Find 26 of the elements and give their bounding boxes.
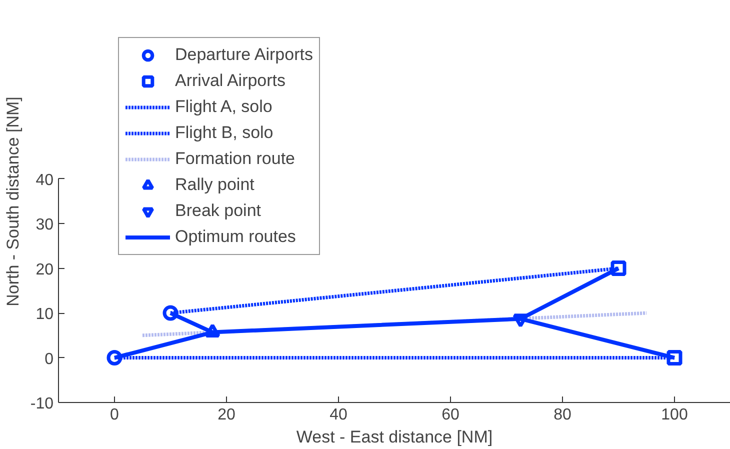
y-tick-label: 30 (36, 216, 54, 234)
legend-label: Rally point (175, 174, 254, 196)
y-tick-label: -10 (30, 396, 54, 412)
legend-label: Formation route (175, 148, 295, 170)
y-tick-label: 20 (36, 261, 54, 278)
x-tick-label: 60 (442, 406, 460, 424)
point (162, 305, 178, 321)
legend-label: Optimum routes (175, 226, 296, 248)
legend-label: Arrival Airports (175, 70, 286, 92)
x-tick-label: 20 (218, 406, 236, 424)
legend-label: Flight A, solo (175, 96, 272, 118)
x-tick-label: 100 (661, 406, 688, 424)
x-tick-label: 0 (110, 406, 120, 424)
x-axis-title: West - East distance [NM] (296, 428, 493, 446)
y-axis-title: North - South distance [NM] (3, 96, 22, 306)
legend-label: Break point (175, 200, 261, 222)
y-tick-label: 0 (44, 350, 54, 368)
point (106, 350, 122, 366)
y-tick-label: 10 (36, 306, 54, 324)
x-tick-label: 40 (330, 406, 348, 424)
legend-label: Flight B, solo (175, 122, 274, 144)
y-tick-label: 40 (36, 172, 54, 189)
point (610, 260, 626, 276)
x-tick-label: 80 (554, 406, 572, 424)
point (666, 350, 682, 366)
legend-label: Departure Airports (175, 44, 313, 66)
